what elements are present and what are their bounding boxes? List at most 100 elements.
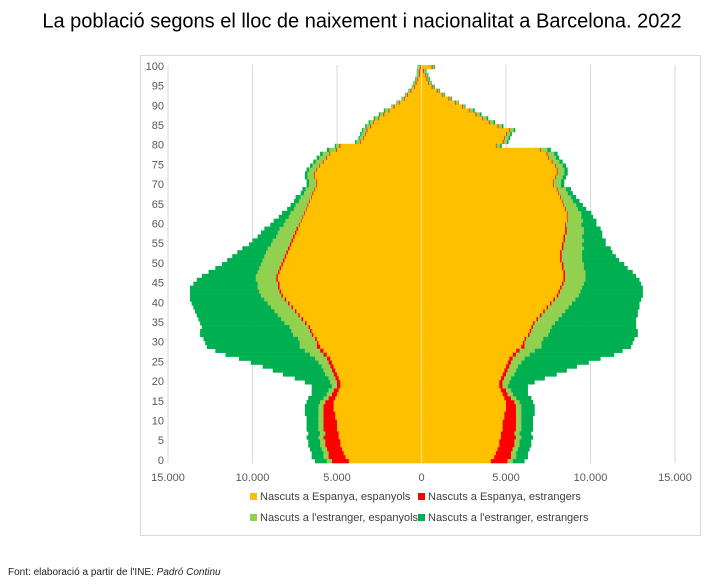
bar [549, 155, 556, 160]
bar [421, 120, 490, 125]
bar [490, 459, 508, 464]
bar [555, 297, 576, 302]
bar [560, 289, 581, 294]
bar [318, 427, 324, 432]
bar [299, 340, 317, 346]
bar [320, 344, 422, 350]
bar [415, 76, 418, 82]
bar [556, 293, 559, 298]
bar [249, 242, 272, 247]
bar [257, 234, 277, 239]
bar [309, 352, 324, 357]
bar [563, 202, 565, 208]
bar [398, 100, 400, 105]
bar [421, 254, 561, 259]
bar [337, 427, 422, 432]
bar [304, 348, 321, 353]
bar [560, 179, 565, 184]
bar [333, 388, 339, 393]
bar [456, 100, 458, 105]
bar [257, 281, 278, 286]
bar [564, 171, 568, 176]
bar [262, 258, 283, 263]
bar [521, 403, 535, 409]
bar [560, 183, 565, 188]
bar [215, 265, 260, 271]
bar [364, 135, 422, 141]
bar [299, 313, 422, 318]
bar [329, 151, 331, 156]
bar [514, 372, 557, 377]
bar [421, 230, 566, 235]
bar [561, 313, 638, 318]
bar [421, 439, 500, 444]
bar [421, 443, 500, 448]
bar [370, 124, 422, 129]
bar [273, 218, 286, 223]
bar [429, 76, 430, 82]
bar [516, 455, 528, 460]
bar [306, 399, 321, 405]
bar [359, 135, 364, 141]
bar [366, 128, 368, 133]
bar [561, 254, 583, 259]
bar [325, 372, 334, 377]
bar [309, 179, 316, 184]
bar [337, 423, 422, 428]
bar [314, 171, 316, 176]
bar [514, 399, 520, 405]
bar [464, 104, 466, 109]
bar [421, 368, 505, 373]
bar [315, 336, 317, 342]
bar [303, 317, 422, 322]
bar [499, 439, 515, 444]
bar [421, 388, 501, 393]
bar [294, 309, 297, 314]
bar [571, 301, 640, 306]
bar [521, 419, 534, 424]
bar [255, 277, 277, 283]
bar [311, 455, 324, 460]
bar [457, 100, 459, 105]
bar [548, 305, 569, 310]
bar [333, 364, 422, 369]
bar [583, 226, 601, 231]
bar [306, 183, 310, 188]
bar [410, 88, 412, 93]
bar [421, 202, 564, 208]
bar [311, 451, 324, 456]
bar [421, 317, 537, 322]
bar [553, 179, 555, 184]
bar [337, 392, 422, 397]
bar [363, 128, 367, 133]
bar [325, 431, 339, 436]
bar [439, 88, 441, 93]
bar [337, 147, 422, 152]
legend-label: Nascuts a l'estranger, espanyols [260, 512, 419, 524]
bar [514, 443, 520, 448]
bar [293, 234, 295, 239]
bar [314, 187, 316, 192]
bar [534, 348, 623, 353]
bar [326, 147, 330, 152]
bar [548, 332, 638, 338]
bar [504, 368, 508, 373]
bar [563, 265, 584, 271]
bar [502, 423, 517, 428]
bar [551, 325, 637, 330]
bar [391, 104, 394, 109]
bar [421, 65, 432, 70]
bar [385, 108, 389, 113]
bar [342, 447, 422, 452]
bar [311, 332, 314, 338]
bar [331, 368, 336, 373]
bar [512, 352, 517, 357]
bar [468, 108, 470, 113]
bar [506, 131, 511, 137]
bar [421, 72, 425, 78]
bar [516, 407, 522, 413]
bar [311, 388, 329, 393]
bar [505, 135, 509, 141]
bar [383, 108, 386, 113]
bar [524, 344, 542, 350]
